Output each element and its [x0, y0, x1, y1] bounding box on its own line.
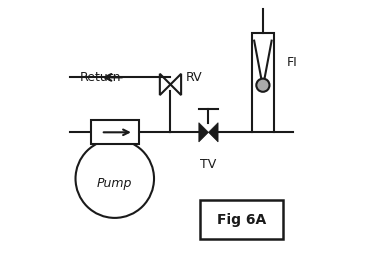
Text: FI: FI	[287, 56, 298, 69]
Bar	[200, 200, 283, 239]
Polygon shape	[199, 123, 209, 142]
Text: Return: Return	[79, 71, 121, 84]
Text: TV: TV	[200, 158, 217, 171]
Text: Fig 6A: Fig 6A	[217, 213, 266, 227]
Circle shape	[256, 79, 270, 92]
Bar	[91, 120, 139, 144]
Text: Pump: Pump	[97, 177, 132, 190]
Bar	[252, 33, 274, 132]
Polygon shape	[209, 123, 218, 142]
Text: RV: RV	[186, 71, 202, 84]
